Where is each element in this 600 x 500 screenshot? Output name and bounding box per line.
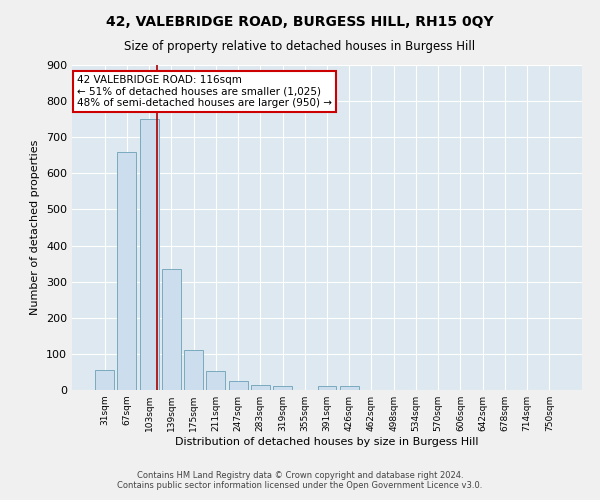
Bar [251,384,270,390]
Text: Size of property relative to detached houses in Burgess Hill: Size of property relative to detached ho… [124,40,476,53]
Bar [340,386,359,390]
Bar [317,386,337,390]
Bar [162,269,181,390]
Text: Contains HM Land Registry data © Crown copyright and database right 2024.
Contai: Contains HM Land Registry data © Crown c… [118,470,482,490]
Bar [118,152,136,390]
Bar [184,350,203,390]
X-axis label: Distribution of detached houses by size in Burgess Hill: Distribution of detached houses by size … [175,437,479,447]
Bar [95,370,114,390]
Y-axis label: Number of detached properties: Number of detached properties [31,140,40,315]
Bar [229,381,248,390]
Text: 42, VALEBRIDGE ROAD, BURGESS HILL, RH15 0QY: 42, VALEBRIDGE ROAD, BURGESS HILL, RH15 … [106,15,494,29]
Text: 42 VALEBRIDGE ROAD: 116sqm
← 51% of detached houses are smaller (1,025)
48% of s: 42 VALEBRIDGE ROAD: 116sqm ← 51% of deta… [77,74,332,108]
Bar [140,119,158,390]
Bar [206,371,225,390]
Bar [273,386,292,390]
